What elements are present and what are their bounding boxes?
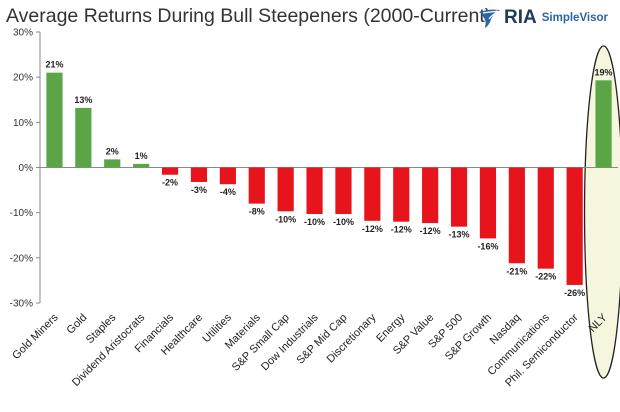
data-label: -8% — [249, 207, 265, 217]
logo-ria-text: RIA — [504, 7, 537, 28]
logo-simplevisor-text: SimpleVisor — [541, 12, 608, 24]
eagle-logo-icon — [480, 9, 500, 28]
bar — [75, 107, 92, 168]
bar — [450, 167, 468, 227]
data-label: -12% — [420, 226, 441, 236]
data-label: -22% — [535, 272, 556, 282]
bar — [161, 167, 179, 175]
category-label: Gold Miners — [10, 311, 61, 362]
data-label: 13% — [74, 95, 92, 105]
y-tick-label: 30% — [13, 28, 33, 39]
data-label: -21% — [506, 266, 527, 276]
bar — [508, 167, 525, 264]
bar — [104, 159, 121, 168]
bar — [277, 167, 294, 212]
chart-title: Average Returns During Bull Steepeners (… — [6, 5, 492, 27]
data-label: -12% — [391, 225, 412, 235]
bar — [219, 167, 236, 185]
data-label: -3% — [191, 185, 207, 195]
bar — [248, 167, 265, 204]
bar — [537, 167, 554, 269]
bar — [190, 167, 208, 182]
y-tick-label: 0% — [19, 163, 34, 174]
data-label: 1% — [135, 151, 148, 161]
data-label: -16% — [477, 241, 498, 251]
bar — [566, 167, 583, 285]
bar — [393, 167, 410, 222]
data-label: -26% — [564, 288, 585, 298]
data-label: -12% — [362, 224, 383, 234]
y-tick-label: -20% — [10, 253, 33, 264]
bar — [364, 167, 381, 221]
bar — [306, 167, 323, 215]
data-label: 21% — [45, 60, 63, 70]
y-tick-label: 10% — [13, 118, 33, 129]
data-label: -10% — [275, 214, 296, 224]
data-label: -10% — [304, 217, 325, 227]
ria-simplevisor-logo: RIA SimpleVisor — [479, 6, 608, 30]
category-label: Gold — [65, 312, 90, 337]
bar — [595, 80, 612, 168]
bar — [422, 167, 439, 224]
data-label: -4% — [220, 187, 236, 197]
y-tick-label: 20% — [13, 73, 33, 84]
bar — [46, 72, 63, 168]
data-label: -10% — [333, 217, 354, 227]
data-label: -13% — [449, 230, 470, 240]
data-label: -2% — [162, 178, 178, 188]
bar — [479, 167, 497, 239]
y-tick-label: -30% — [10, 299, 33, 310]
data-label: 2% — [106, 146, 119, 156]
bar — [133, 163, 150, 168]
y-tick-label: -10% — [10, 208, 33, 219]
data-label: 19% — [595, 67, 613, 77]
bar — [335, 167, 352, 215]
